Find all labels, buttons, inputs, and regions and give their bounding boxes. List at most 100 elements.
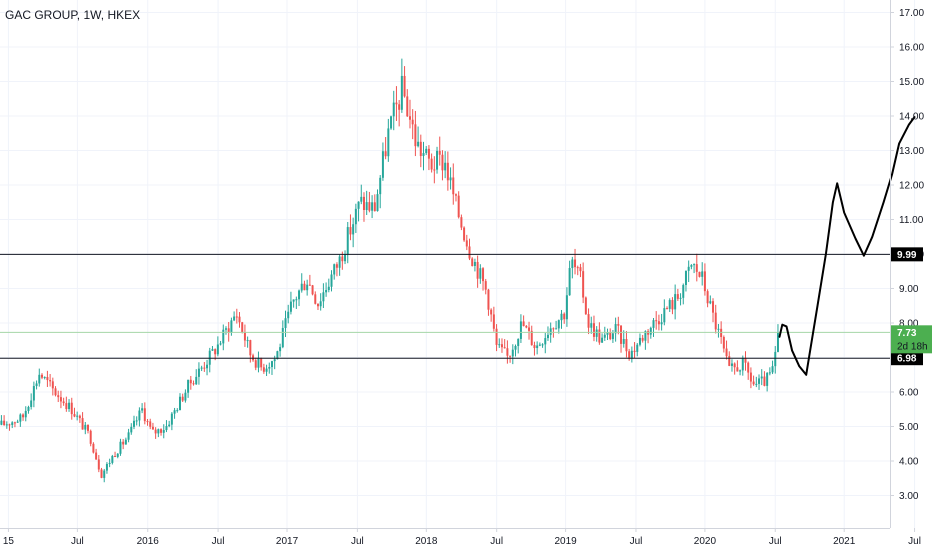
candle-up[interactable] — [257, 357, 260, 368]
candle-down[interactable] — [3, 420, 6, 426]
candle-up[interactable] — [11, 422, 14, 425]
candle-up[interactable] — [663, 308, 666, 323]
candle-down[interactable] — [395, 102, 398, 105]
candle-up[interactable] — [105, 463, 108, 471]
candle-up[interactable] — [557, 320, 560, 329]
candle-down[interactable] — [530, 330, 533, 346]
candle-down[interactable] — [149, 421, 152, 427]
candle-down[interactable] — [736, 367, 739, 372]
candle-up[interactable] — [195, 376, 198, 385]
candle-down[interactable] — [633, 350, 636, 352]
candle-up[interactable] — [344, 254, 347, 262]
candle-down[interactable] — [59, 397, 62, 402]
candle-down[interactable] — [235, 316, 238, 318]
candle-down[interactable] — [243, 332, 246, 341]
candle-down[interactable] — [576, 267, 579, 269]
candle-up[interactable] — [354, 208, 357, 225]
candle-down[interactable] — [433, 169, 436, 171]
candle-up[interactable] — [270, 361, 273, 368]
candle-up[interactable] — [178, 396, 181, 411]
candle-up[interactable] — [682, 284, 685, 298]
candle-down[interactable] — [40, 374, 43, 378]
candle-up[interactable] — [701, 271, 704, 277]
candle-up[interactable] — [111, 455, 114, 463]
candle-down[interactable] — [146, 421, 149, 423]
candle-down[interactable] — [57, 395, 60, 398]
candle-up[interactable] — [173, 410, 176, 414]
candle-down[interactable] — [733, 363, 736, 368]
candle-up[interactable] — [233, 316, 236, 321]
candle-down[interactable] — [438, 150, 441, 155]
candle-down[interactable] — [495, 328, 498, 345]
candle-up[interactable] — [27, 406, 30, 411]
candle-down[interactable] — [454, 194, 457, 196]
candle-down[interactable] — [468, 246, 471, 259]
candle-up[interactable] — [549, 328, 552, 335]
candle-down[interactable] — [249, 340, 252, 356]
candle-up[interactable] — [298, 290, 301, 300]
candle-up[interactable] — [170, 413, 173, 425]
candle-up[interactable] — [376, 194, 379, 212]
candle-up[interactable] — [224, 328, 227, 330]
candle-up[interactable] — [473, 261, 476, 266]
candle-up[interactable] — [365, 202, 368, 210]
candle-up[interactable] — [390, 116, 393, 129]
candle-down[interactable] — [362, 196, 365, 210]
candle-up[interactable] — [206, 364, 209, 369]
candle-up[interactable] — [717, 328, 720, 330]
candle-up[interactable] — [184, 392, 187, 401]
candle-down[interactable] — [749, 372, 752, 382]
candle-up[interactable] — [230, 320, 233, 333]
resistance-badge[interactable] — [891, 247, 923, 262]
candle-down[interactable] — [241, 322, 244, 333]
candle-up[interactable] — [644, 331, 647, 341]
candle-up[interactable] — [219, 343, 222, 345]
candle-down[interactable] — [698, 271, 701, 277]
candle-up[interactable] — [771, 366, 774, 373]
candle-down[interactable] — [625, 339, 628, 352]
candle-up[interactable] — [511, 349, 514, 357]
candle-up[interactable] — [246, 340, 249, 342]
candle-down[interactable] — [671, 300, 674, 310]
candle-up[interactable] — [16, 421, 19, 423]
candle-down[interactable] — [587, 314, 590, 328]
candle-down[interactable] — [666, 308, 669, 310]
candle-down[interactable] — [703, 271, 706, 292]
candle-up[interactable] — [739, 370, 742, 372]
candle-down[interactable] — [676, 294, 679, 299]
candle-up[interactable] — [357, 201, 360, 209]
candle-up[interactable] — [611, 333, 614, 340]
candle-up[interactable] — [603, 334, 606, 338]
candle-down[interactable] — [655, 320, 658, 322]
candle-up[interactable] — [197, 368, 200, 377]
candle-up[interactable] — [538, 344, 541, 346]
candle-down[interactable] — [151, 426, 154, 430]
candle-up[interactable] — [555, 328, 558, 330]
candle-down[interactable] — [54, 388, 57, 396]
candle-down[interactable] — [192, 383, 195, 385]
candle-down[interactable] — [414, 124, 417, 147]
candle-down[interactable] — [100, 469, 103, 478]
candle-up[interactable] — [187, 379, 190, 393]
candle-up[interactable] — [216, 344, 219, 355]
candle-up[interactable] — [157, 429, 160, 434]
candle-up[interactable] — [327, 286, 330, 290]
candle-down[interactable] — [720, 328, 723, 338]
candle-down[interactable] — [744, 357, 747, 363]
candle-up[interactable] — [400, 75, 403, 110]
candle-down[interactable] — [62, 401, 65, 404]
candle-up[interactable] — [417, 141, 420, 147]
candle-down[interactable] — [335, 264, 338, 268]
candle-down[interactable] — [598, 329, 601, 343]
candle-up[interactable] — [276, 351, 279, 360]
candle-up[interactable] — [268, 367, 271, 369]
candle-down[interactable] — [484, 281, 487, 290]
candle-up[interactable] — [536, 345, 539, 349]
candle-down[interactable] — [712, 301, 715, 313]
support-badge[interactable] — [891, 351, 923, 366]
candles[interactable] — [0, 58, 779, 483]
candle-up[interactable] — [35, 383, 38, 387]
candle-down[interactable] — [582, 271, 585, 298]
candle-down[interactable] — [122, 441, 125, 445]
horizontal-lines[interactable] — [0, 253, 890, 359]
